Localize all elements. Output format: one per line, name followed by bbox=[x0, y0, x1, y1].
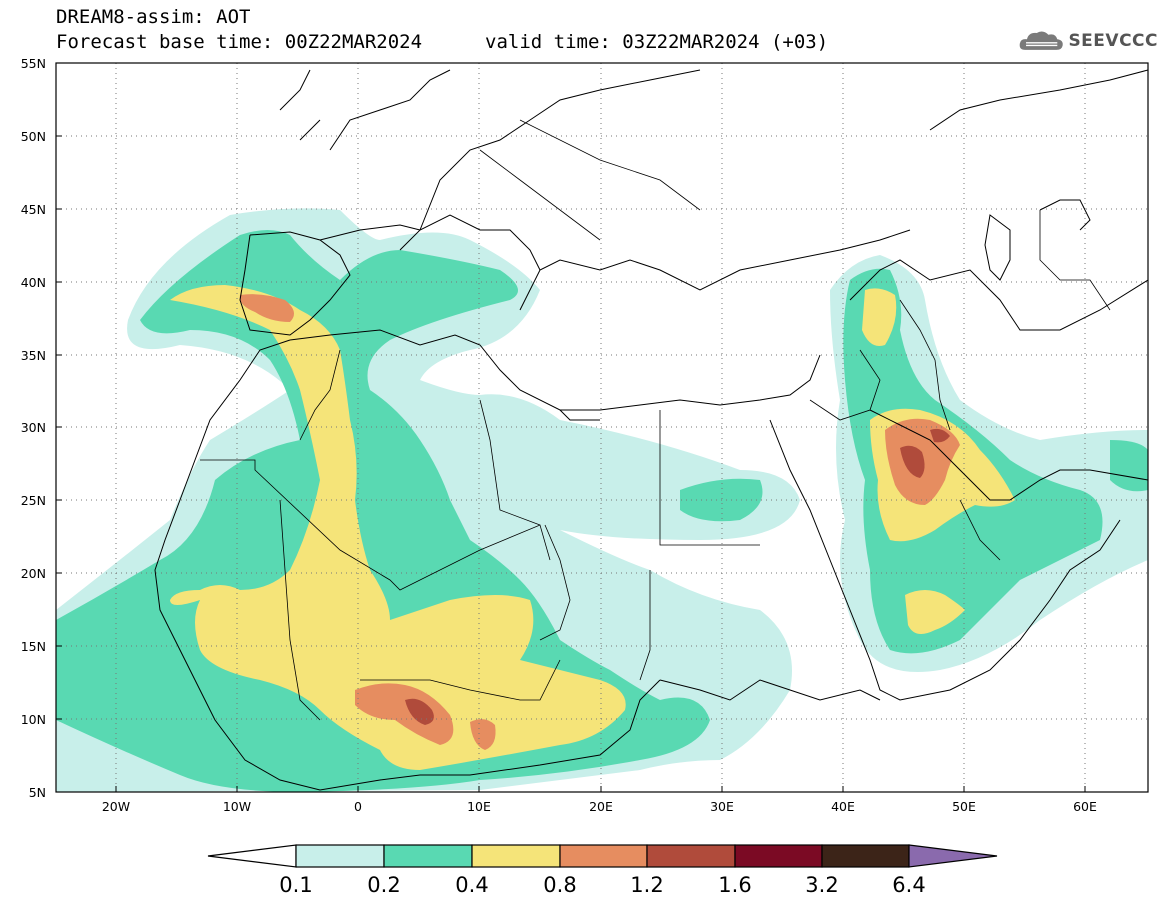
lon-tick-label: 50E bbox=[952, 799, 976, 814]
lat-tick-label: 20N bbox=[21, 566, 46, 581]
colorbar-left-arrow bbox=[207, 844, 297, 868]
lon-tick-label: 20E bbox=[589, 799, 613, 814]
graticule bbox=[56, 63, 1148, 792]
colorbar-label: 1.2 bbox=[630, 873, 663, 897]
coastlines bbox=[154, 69, 1148, 791]
colorbar-label: 0.2 bbox=[367, 873, 400, 897]
colorbar-label: 1.6 bbox=[718, 873, 751, 897]
lat-tick-label: 15N bbox=[21, 639, 46, 654]
colorbar-swatch bbox=[559, 844, 648, 868]
map-title: DREAM8-assim: AOT bbox=[56, 6, 251, 28]
lon-tick-label: 40E bbox=[831, 799, 855, 814]
country-borders bbox=[200, 119, 1111, 721]
lat-tick-label: 25N bbox=[21, 493, 46, 508]
lat-tick-label: 30N bbox=[21, 420, 46, 435]
colorbar-swatch bbox=[734, 844, 823, 868]
colorbar-swatch bbox=[471, 844, 561, 868]
colorbar-label: 0.8 bbox=[543, 873, 576, 897]
colorbar-label: 0.4 bbox=[455, 873, 488, 897]
colorbar bbox=[207, 844, 998, 868]
colorbar-label: 6.4 bbox=[892, 873, 925, 897]
lat-tick-label: 5N bbox=[29, 785, 46, 800]
lat-tick-label: 35N bbox=[21, 348, 46, 363]
seevccc-logo: SEEVCCC bbox=[1018, 26, 1158, 56]
lon-tick-label: 10E bbox=[467, 799, 491, 814]
forecast-base-time: Forecast base time: 00Z22MAR2024 bbox=[56, 31, 423, 53]
logo-text: SEEVCCC bbox=[1068, 31, 1158, 51]
colorbar-label: 3.2 bbox=[805, 873, 838, 897]
valid-time: valid time: 03Z22MAR2024 (+03) bbox=[485, 31, 829, 53]
lon-tick-label: 20W bbox=[102, 799, 130, 814]
lat-tick-label: 55N bbox=[21, 56, 46, 71]
lat-tick-label: 40N bbox=[21, 275, 46, 290]
lat-tick-label: 10N bbox=[21, 712, 46, 727]
tick-marks bbox=[56, 135, 1086, 792]
lon-tick-label: 0 bbox=[354, 799, 362, 814]
colorbar-label: 0.1 bbox=[279, 873, 312, 897]
colorbar-swatch bbox=[295, 844, 385, 868]
colorbar-right-arrow bbox=[908, 844, 998, 868]
cloud-logo-icon bbox=[1019, 31, 1063, 50]
colorbar-swatch bbox=[646, 844, 736, 868]
lon-tick-label: 30E bbox=[710, 799, 734, 814]
colorbar-swatch bbox=[383, 844, 473, 868]
lat-tick-label: 45N bbox=[21, 202, 46, 217]
colorbar-swatch bbox=[821, 844, 910, 868]
lon-tick-label: 10W bbox=[223, 799, 251, 814]
lat-tick-label: 50N bbox=[21, 129, 46, 144]
lon-tick-label: 60E bbox=[1073, 799, 1097, 814]
